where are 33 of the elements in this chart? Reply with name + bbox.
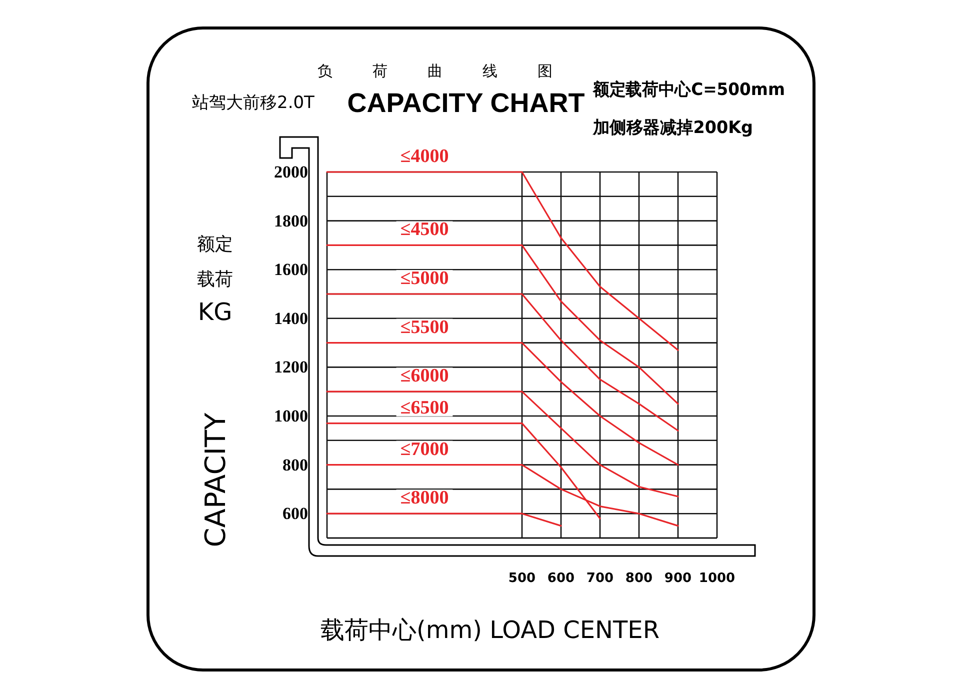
y-tick-label: 1000 [274,406,308,426]
x-tick-label: 1000 [698,571,736,586]
y-tick-label: 2000 [274,162,308,182]
text: 站驾大前移2.0T [192,93,316,113]
x-tick-label: 500 [508,571,536,586]
series-label: ≤5500 [400,316,449,338]
series-label: ≤6000 [400,366,449,387]
chart-title: CAPACITY CHART [347,88,586,118]
series-label: ≤6500 [400,397,449,418]
y-tick-label: 800 [282,455,308,474]
y-tick-label: 1800 [274,211,308,230]
y-tick-label: 600 [282,504,308,524]
series-label: ≤7000 [400,438,449,460]
text: 加侧移器减掉200Kg [592,118,756,138]
line-series [326,293,679,432]
text: 额定载荷中心C=500mm [592,80,793,100]
y-tick-label: 1200 [274,358,308,377]
series-label: ≤4500 [400,219,449,240]
line-series [326,171,679,351]
y-tick-label: 1400 [274,308,308,328]
series-label: ≤5000 [400,268,449,289]
line-series [326,342,679,466]
text: CAPACITY [199,412,232,548]
x-tick-label: 700 [586,571,614,586]
x-tick-label: 900 [664,571,692,586]
series-label: ≤8000 [400,488,449,509]
y-axis-title: 额定载荷KG [197,234,233,326]
x-tick-label: 600 [547,571,575,586]
y-tick-label: 1600 [274,260,308,280]
x-tick-label: 800 [625,571,653,586]
chart-subtitle: 负荷曲线图 [318,62,592,80]
x-axis-title: 载荷中心(mm) LOAD CENTER [320,616,660,644]
series-label: ≤4000 [400,146,449,167]
